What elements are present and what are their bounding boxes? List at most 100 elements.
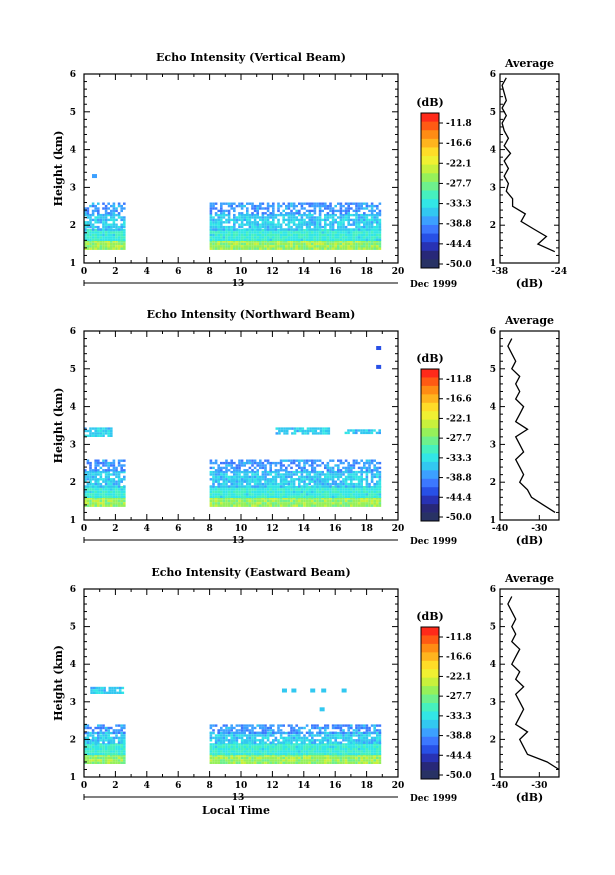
echo-cell bbox=[295, 497, 298, 500]
echo-cell bbox=[123, 745, 126, 748]
echo-cell bbox=[326, 229, 330, 232]
echo-cell bbox=[110, 485, 113, 488]
echo-cell bbox=[222, 236, 226, 239]
echo-cell bbox=[107, 245, 110, 248]
echo-cell bbox=[240, 229, 244, 232]
echo-cell bbox=[272, 488, 275, 491]
echo-cell bbox=[339, 221, 343, 224]
echo-cell bbox=[287, 223, 291, 226]
echo-cell bbox=[316, 478, 319, 481]
echo-cell bbox=[91, 502, 95, 505]
echo-cell bbox=[278, 432, 281, 435]
echo-cell bbox=[246, 726, 249, 730]
echo-cell bbox=[305, 739, 309, 742]
echo-cell bbox=[285, 495, 288, 498]
echo-cell bbox=[222, 238, 226, 241]
echo-cell bbox=[120, 752, 123, 756]
echo-cell bbox=[282, 478, 285, 481]
echo-cell bbox=[253, 504, 257, 507]
echo-cell bbox=[274, 213, 278, 217]
echo-cell bbox=[365, 429, 368, 432]
echo-cell bbox=[274, 736, 278, 740]
echo-cell bbox=[290, 473, 293, 476]
x-tick-label: 18 bbox=[360, 524, 373, 534]
echo-cell bbox=[298, 739, 301, 742]
x-tick-label: 6 bbox=[175, 524, 181, 534]
day-label: 13 bbox=[232, 536, 245, 546]
echo-cell bbox=[342, 478, 345, 481]
echo-cell bbox=[251, 756, 254, 760]
echo-cell bbox=[370, 488, 374, 491]
echo-cell bbox=[230, 461, 233, 465]
echo-cell bbox=[220, 240, 223, 243]
echo-cell bbox=[285, 231, 288, 234]
echo-cell bbox=[110, 223, 113, 226]
echo-cell bbox=[363, 478, 366, 481]
echo-cell bbox=[300, 459, 304, 462]
echo-cell bbox=[277, 745, 280, 748]
echo-cell bbox=[102, 225, 105, 229]
echo-cell bbox=[298, 497, 301, 500]
echo-cell bbox=[89, 739, 92, 742]
echo-cell bbox=[217, 482, 220, 486]
echo-cell bbox=[355, 233, 358, 237]
echo-cell bbox=[285, 470, 288, 474]
colorbar-swatch bbox=[421, 242, 439, 252]
echo-cell bbox=[238, 724, 241, 727]
echo-cell bbox=[86, 470, 90, 474]
echo-cell bbox=[104, 748, 108, 751]
echo-cell bbox=[376, 242, 379, 246]
echo-cell bbox=[337, 228, 340, 231]
echo-cell bbox=[290, 475, 293, 479]
echo-cell bbox=[274, 488, 278, 491]
echo-cell bbox=[313, 482, 317, 486]
echo-cell bbox=[227, 743, 231, 746]
echo-cell bbox=[220, 488, 223, 491]
echo-cell bbox=[220, 231, 223, 234]
echo-cell bbox=[120, 750, 123, 753]
echo-cell bbox=[115, 242, 118, 246]
echo-cell bbox=[352, 499, 356, 503]
echo-cell bbox=[288, 427, 292, 430]
echo-cell bbox=[264, 228, 267, 231]
echo-cell bbox=[227, 228, 231, 231]
echo-cell bbox=[303, 212, 306, 215]
echo-cell bbox=[110, 493, 113, 496]
echo-cell bbox=[331, 233, 335, 237]
echo-cell bbox=[235, 475, 239, 479]
echo-cell bbox=[347, 473, 350, 476]
echo-cell bbox=[300, 478, 304, 481]
echo-cell bbox=[272, 745, 275, 748]
echo-cell bbox=[97, 247, 100, 250]
echo-cell bbox=[104, 729, 108, 732]
echo-cell bbox=[251, 207, 254, 210]
echo-cell bbox=[253, 466, 257, 470]
echo-cell bbox=[311, 464, 314, 467]
echo-cell bbox=[373, 225, 376, 229]
echo-cell bbox=[290, 488, 293, 491]
echo-cell bbox=[347, 741, 350, 744]
echo-cell bbox=[209, 754, 213, 757]
echo-cell bbox=[339, 218, 343, 222]
echo-cell bbox=[363, 233, 366, 237]
y-axis-label: Height (km) bbox=[52, 388, 65, 464]
echo-cell bbox=[373, 741, 376, 744]
echo-cell bbox=[94, 225, 97, 229]
echo-cell bbox=[287, 212, 291, 215]
echo-cell bbox=[313, 504, 317, 507]
echo-cell bbox=[230, 488, 233, 491]
echo-cell bbox=[357, 497, 361, 500]
echo-cell bbox=[225, 734, 228, 737]
echo-cell bbox=[368, 459, 371, 462]
echo-cell bbox=[233, 741, 236, 744]
echo-cell bbox=[337, 233, 340, 237]
echo-cell bbox=[84, 750, 87, 753]
echo-cell bbox=[240, 741, 244, 744]
echo-cell bbox=[339, 729, 343, 732]
echo-cell bbox=[86, 475, 90, 479]
echo-cell bbox=[233, 247, 236, 250]
echo-cell bbox=[305, 469, 309, 472]
echo-cell bbox=[246, 216, 249, 219]
echo-cell bbox=[303, 748, 306, 751]
echo-cell bbox=[235, 750, 239, 753]
